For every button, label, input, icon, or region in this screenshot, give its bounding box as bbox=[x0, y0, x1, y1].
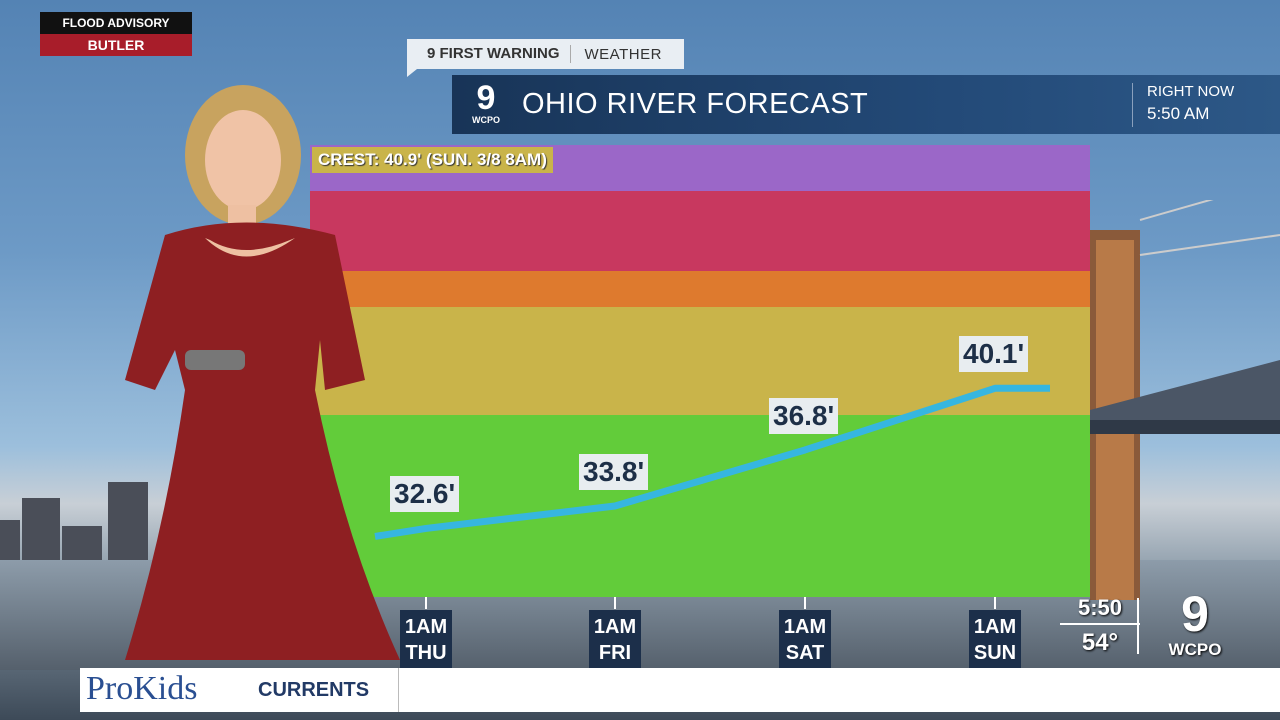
bridge-graphic bbox=[1090, 200, 1280, 600]
flood-advisory-box: FLOOD ADVISORY BUTLER bbox=[40, 12, 192, 56]
crest-label: CREST: 40.9' (SUN. 3/8 8AM) bbox=[312, 147, 553, 173]
x-axis-tick bbox=[425, 597, 427, 609]
x-axis-tick bbox=[804, 597, 806, 609]
river-chart bbox=[310, 145, 1090, 597]
x-axis-label-time: 1AM bbox=[783, 616, 827, 638]
x-axis-label-day: SAT bbox=[785, 642, 825, 664]
band-red bbox=[310, 191, 1090, 271]
brand-primary: 9 FIRST WARNING bbox=[407, 45, 571, 63]
data-label: 32.6' bbox=[390, 476, 460, 513]
x-axis-tick bbox=[994, 597, 996, 609]
x-axis-label-day: SUN bbox=[973, 642, 1017, 664]
advisory-county: BUTLER bbox=[40, 34, 192, 56]
brand-secondary: WEATHER bbox=[584, 45, 662, 63]
station-logo-icon: 9 WCPO bbox=[1160, 588, 1230, 663]
right-now-panel: RIGHT NOW 5:50 AM bbox=[1132, 83, 1280, 127]
ticker-bar: ProKids CURRENTS bbox=[80, 668, 1280, 712]
x-axis-label: 1AM SAT bbox=[779, 610, 831, 668]
x-axis-label: 1AM FRI bbox=[589, 610, 641, 668]
ticker-divider bbox=[398, 668, 399, 712]
chart-line-layer bbox=[374, 384, 1050, 540]
clock-time: 5:50 bbox=[1060, 595, 1140, 625]
x-axis-label: 1AM SUN bbox=[969, 610, 1021, 668]
title-bar: 9 WCPO OHIO RIVER FORECAST RIGHT NOW 5:5… bbox=[452, 75, 1280, 134]
station-name: WCPO bbox=[1168, 640, 1222, 659]
x-axis-label-time: 1AM bbox=[973, 616, 1017, 638]
band-orange bbox=[310, 271, 1090, 307]
brand-tab: 9 FIRST WARNING WEATHER bbox=[407, 39, 684, 77]
clock-widget: 5:50 54° bbox=[1060, 595, 1140, 657]
city-skyline bbox=[0, 480, 160, 560]
data-label: 36.8' bbox=[769, 397, 839, 434]
clock-separator bbox=[1137, 598, 1139, 654]
wcpo-logo-icon: 9 WCPO bbox=[466, 81, 506, 127]
x-axis-label-day: THU bbox=[405, 642, 447, 664]
logo-number: 9 bbox=[476, 79, 496, 117]
data-label: 33.8' bbox=[579, 454, 649, 490]
advisory-title: FLOOD ADVISORY bbox=[40, 12, 192, 34]
page-title: OHIO RIVER FORECAST bbox=[522, 88, 869, 120]
data-label: 40.1' bbox=[959, 336, 1029, 373]
right-now-time: 5:50 AM bbox=[1147, 104, 1210, 123]
brand-tab-pointer bbox=[407, 69, 417, 77]
right-now-label: RIGHT NOW bbox=[1147, 83, 1235, 100]
ticker-segment: CURRENTS bbox=[258, 679, 370, 701]
station-number: 9 bbox=[1181, 586, 1209, 642]
presenter-figure bbox=[125, 85, 400, 660]
x-axis-label: 1AM THU bbox=[400, 610, 452, 668]
river-level-line bbox=[374, 384, 1050, 540]
x-axis-label-time: 1AM bbox=[593, 616, 637, 638]
logo-text: WCPO bbox=[472, 115, 500, 125]
x-axis-label-day: FRI bbox=[598, 642, 632, 664]
x-axis-tick bbox=[614, 597, 616, 609]
x-axis-label-time: 1AM bbox=[404, 616, 448, 638]
ticker-brand: ProKids bbox=[86, 670, 198, 707]
clock-temperature: 54° bbox=[1081, 629, 1119, 656]
